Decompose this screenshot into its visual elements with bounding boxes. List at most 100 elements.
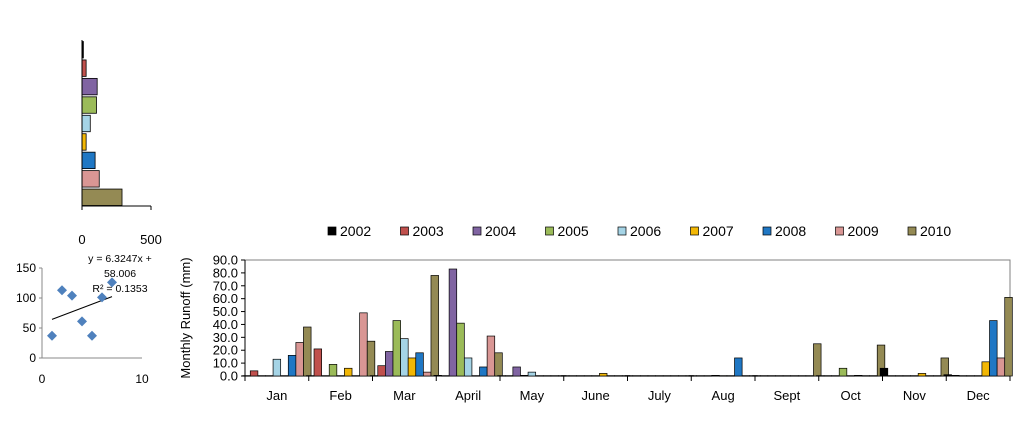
bar-2002-Sept (752, 375, 761, 377)
bar-2008-Feb (351, 375, 360, 377)
bar-2007-Nov (917, 373, 927, 377)
bar-2005-July (647, 375, 656, 377)
legend-swatch-2005 (545, 226, 554, 236)
scatter-y-tick-label: 100 (16, 291, 36, 305)
bar-2007-Jan (280, 375, 289, 377)
scatter-point (97, 292, 107, 303)
bar-2006-June (591, 375, 600, 377)
legend-label-2004: 2004 (485, 223, 516, 239)
x-tick-label: May (520, 388, 545, 403)
bar-2008-May (542, 375, 552, 377)
bar-2006-Nov (910, 375, 919, 377)
bar-2009-Mar (423, 371, 432, 377)
bar-2003-April (441, 375, 450, 377)
y-tick-label: 70.0 (213, 278, 238, 293)
bar-2006-Aug (718, 375, 728, 377)
bar-2006-Dec (973, 375, 983, 377)
trendline-equation: 58.006 (104, 268, 136, 280)
y-tick-label: 80.0 (213, 265, 238, 280)
bar-2002-Mar (369, 375, 379, 377)
x-tick-label: June (582, 388, 610, 403)
bar-2005-Oct (838, 367, 848, 377)
bar-2002-April (433, 375, 442, 377)
x-tick-label: Mar (393, 388, 416, 403)
bar-2009-Dec (996, 357, 1006, 377)
bar-2010-Mar (430, 275, 439, 377)
bar-2002-Nov (879, 367, 889, 377)
bar-2008-June (606, 375, 615, 377)
bar-2003-Feb (313, 348, 322, 377)
monthly-runoff-chart: 0.010.020.030.040.050.060.070.080.090.0 M… (178, 223, 1013, 403)
bar-2006-Oct (846, 375, 855, 377)
hbar-2007 (81, 133, 87, 151)
hbar-2006 (81, 114, 91, 133)
bar-2002-June (561, 375, 570, 377)
hbar-x-tick-label: 500 (140, 232, 162, 247)
bar-2005-June (583, 375, 593, 377)
bar-2007-June (599, 373, 608, 377)
x-tick-label: Aug (712, 388, 735, 403)
bar-2004-July (640, 375, 649, 377)
scatter-point (47, 330, 57, 341)
scatter-y-tick-label: 50 (23, 321, 37, 335)
legend-label-2008: 2008 (775, 223, 806, 239)
bar-2009-May (550, 375, 559, 377)
bar-2002-Oct (816, 375, 825, 377)
bar-2010-Nov (940, 357, 949, 377)
bar-2008-Jan (287, 355, 297, 377)
legend-swatch-2003 (400, 226, 409, 236)
bar-2003-July (632, 375, 641, 377)
y-tick-label: 0.0 (220, 369, 238, 384)
bar-2004-Nov (895, 375, 904, 377)
legend-label-2002: 2002 (340, 223, 371, 239)
trendline-equation: R² = 0.1353 (92, 283, 147, 295)
legend-swatch-2008 (762, 226, 772, 236)
bar-2006-May (527, 371, 537, 377)
bar-2002-Jan (242, 375, 251, 377)
bar-2004-Aug (703, 375, 713, 377)
y-tick-label: 90.0 (213, 253, 238, 268)
scatter-point (87, 330, 97, 341)
legend-swatch-2006 (617, 226, 627, 236)
bar-2008-Oct (861, 375, 870, 377)
legend-swatch-2004 (472, 226, 482, 236)
hbar-2003 (81, 59, 87, 77)
bar-2004-Oct (831, 375, 840, 377)
x-tick-label: July (648, 388, 672, 403)
y-axis-label: Monthly Runoff (mm) (178, 257, 193, 378)
bar-2008-Aug (734, 357, 743, 377)
bar-2006-April (463, 357, 473, 377)
bar-2009-Nov (933, 375, 942, 377)
scatter-y-tick-label: 150 (16, 261, 36, 275)
bar-2007-Dec (981, 361, 990, 377)
bar-2006-Feb (336, 375, 345, 377)
bar-2004-Jan (257, 375, 266, 377)
hbar-2010 (81, 188, 123, 206)
legend-swatch-2009 (835, 226, 844, 236)
bar-2004-May (512, 366, 521, 377)
bar-2003-Sept (759, 375, 769, 377)
bar-2005-Jan (265, 375, 274, 377)
bar-2009-Sept (805, 375, 814, 377)
bar-2003-May (504, 375, 514, 377)
bar-2010-Feb (366, 340, 376, 377)
scatter-y-tick-label: 0 (29, 351, 36, 365)
bar-2002-July (624, 375, 634, 377)
bar-2006-July (655, 375, 664, 377)
bar-2004-June (576, 375, 585, 377)
bar-2009-Jan (295, 342, 304, 377)
hbar-2008 (81, 151, 96, 170)
bar-2009-Feb (359, 312, 368, 377)
y-tick-label: 10.0 (213, 356, 238, 371)
scatter-point (107, 277, 117, 288)
scatter-point (57, 285, 67, 296)
bar-2008-Sept (797, 375, 807, 377)
bar-2003-Aug (696, 375, 705, 377)
bar-2007-May (535, 375, 544, 377)
bar-2009-April (486, 335, 496, 377)
bar-2005-Dec (966, 375, 975, 377)
bar-2008-Mar (415, 352, 424, 377)
bar-2008-July (670, 375, 679, 377)
horizontal-bar-chart: 0 500 (78, 40, 162, 247)
bar-2008-Dec (989, 320, 998, 377)
